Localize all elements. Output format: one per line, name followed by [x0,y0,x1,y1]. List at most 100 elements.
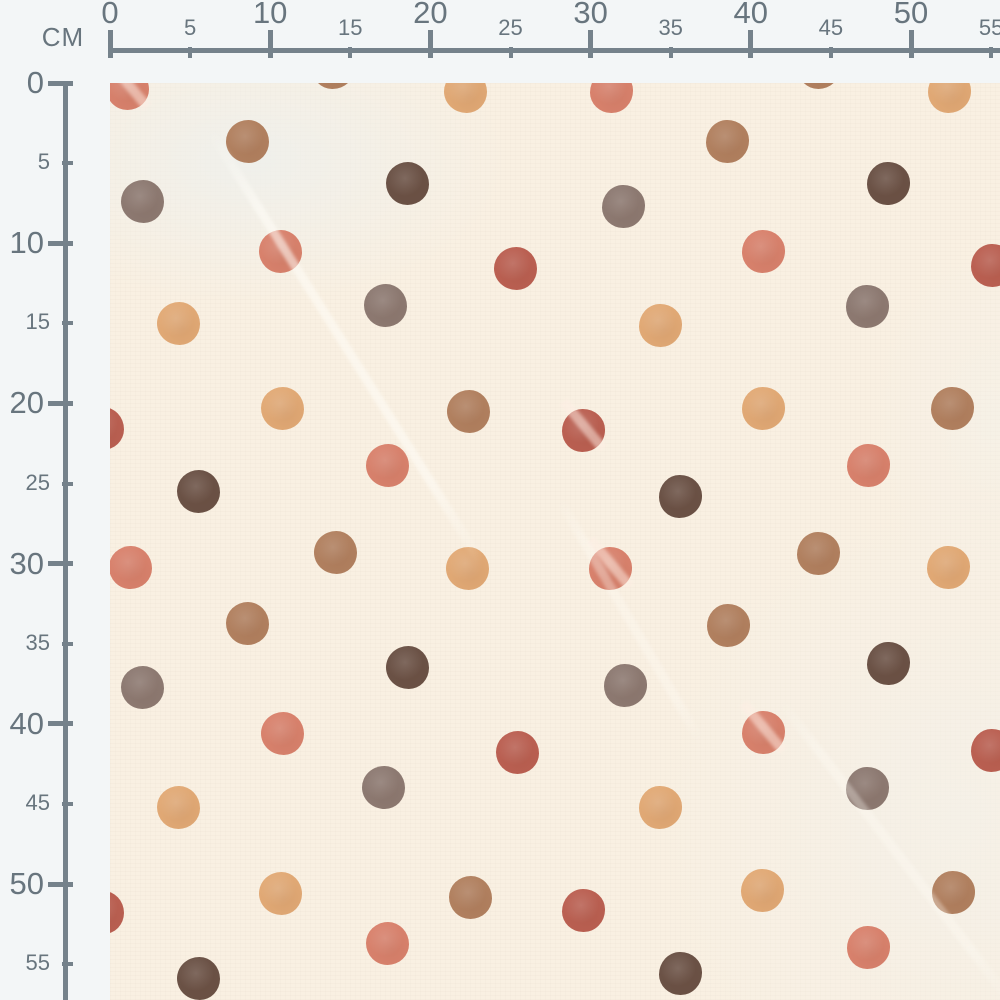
fabric-dot-tan [258,871,302,915]
fabric-dot-tan [638,785,682,829]
top-ruler-major-label: 10 [252,0,288,30]
top-ruler-minor-label: 5 [183,15,197,40]
fabric-dot-tan [927,83,971,113]
fabric-dot-taupe [603,663,647,707]
top-ruler-minor-label: 25 [498,15,523,40]
fabric-dot-tan [260,386,304,430]
fabric-dot-tan [740,868,784,912]
fabric-dot-rust [495,730,539,774]
dot-highlight-streak [110,83,152,111]
top-ruler-minor-tick [348,47,353,58]
cm-unit-label: CM [41,22,85,52]
top-ruler-minor-tick [989,47,994,58]
top-ruler-major-label: 40 [733,0,769,30]
fabric-dot-taupe [601,184,645,228]
left-ruler-major-label: 30 [9,545,44,581]
left-ruler-minor-label: 15 [25,309,50,335]
left-ruler-line [63,83,68,1000]
fabric-dot-chocolate [385,645,429,689]
fabric-dot-brown [225,119,269,163]
left-ruler-minor-tick [62,962,73,967]
fabric-dot-rust [559,397,608,453]
fabric-dot-tan [926,545,970,589]
fabric-dot-tan [443,83,487,113]
fabric-dot-tan [445,546,489,590]
left-ruler-major-label: 40 [9,705,44,741]
fabric-dot-chocolate [866,161,910,205]
fabric-dot-salmon [365,443,409,487]
left-ruler-minor-tick [62,161,73,166]
fabric-dot-salmon [589,83,633,113]
fabric-dot-rust [493,246,537,290]
fabric-dot-salmon [586,535,635,591]
fabric-sheen-wash [860,230,1000,610]
top-ruler-major-tick [748,30,754,58]
left-ruler-minor-tick [62,481,73,486]
top-ruler-major-tick [908,30,914,58]
fabric-dot-brown [448,875,492,919]
fabric-dot-chocolate [866,641,910,685]
left-ruler-major-tick [48,240,73,246]
fabric-dot-tan [156,785,200,829]
fabric-dot-taupe [361,765,405,809]
fabric-dot-salmon [739,699,788,755]
top-ruler-major-tick [588,30,594,58]
fabric-dot-salmon [365,921,409,965]
fabric-dot-brown [796,531,840,575]
fabric-dot-chocolate [176,956,220,1000]
fabric-dot-brown [930,386,974,430]
fabric-dot-brown [931,870,975,914]
left-ruler-minor-label: 25 [25,469,50,495]
fabric-dot-brown [705,119,749,163]
top-ruler-minor-label: 35 [658,15,683,40]
fabric-dot-tan [638,303,682,347]
left-ruler-major-label: 10 [9,225,44,261]
top-ruler-major-label: 0 [101,0,119,30]
fabric-dot-taupe [845,284,889,328]
top-ruler-minor-label: 55 [978,15,1000,40]
fabric-dot-taupe [120,179,164,223]
fabric-dot-brown [313,530,357,574]
fabric-dot-brown [225,601,269,645]
left-ruler-major-tick [48,721,73,727]
left-ruler-minor-label: 45 [25,789,50,815]
fabric-fold-highlight [206,127,484,563]
fabric-dot-brown [796,83,840,89]
top-ruler-major-label: 20 [413,0,448,30]
fabric-dot-tan [156,301,200,345]
fabric-dot-taupe [845,766,889,810]
left-ruler-minor-label: 55 [25,950,50,976]
left-ruler-minor-tick [62,641,73,646]
top-ruler-major-label: 30 [573,0,608,30]
left-ruler-minor-label: 5 [37,149,50,175]
fabric-dot-rust [970,243,1000,287]
top-ruler-minor-tick [668,47,673,58]
fabric-dot-brown [311,83,355,89]
fabric-dot-salmon [846,925,890,969]
top-ruler-major-tick [427,30,433,58]
fabric-swatch [110,83,1000,1000]
fabric-dot-chocolate [658,951,702,995]
fabric-dot-salmon [260,711,304,755]
dot-highlight-streak [559,397,608,453]
top-ruler-minor-tick [508,47,513,58]
fabric-dot-tan [741,386,785,430]
top-ruler-minor-tick [188,47,193,58]
fabric-dot-rust [110,406,124,450]
fabric-dot-taupe [363,283,407,327]
left-ruler-minor-label: 35 [25,629,50,655]
fabric-dot-salmon [741,229,785,273]
left-ruler-major-label: 0 [26,65,44,100]
fabric-dot-salmon [846,443,890,487]
top-ruler-minor-label: 45 [818,15,844,40]
fabric-dot-salmon [110,83,152,111]
left-ruler-minor-tick [62,801,73,806]
left-ruler-major-tick [48,881,73,887]
top-ruler-minor-label: 15 [338,15,363,40]
left-ruler-major-tick [48,80,73,86]
left-ruler-major-label: 50 [9,866,44,901]
fabric-dot-salmon [110,545,152,589]
fabric-sheen-wash [110,83,520,310]
top-ruler-major-tick [267,30,273,58]
